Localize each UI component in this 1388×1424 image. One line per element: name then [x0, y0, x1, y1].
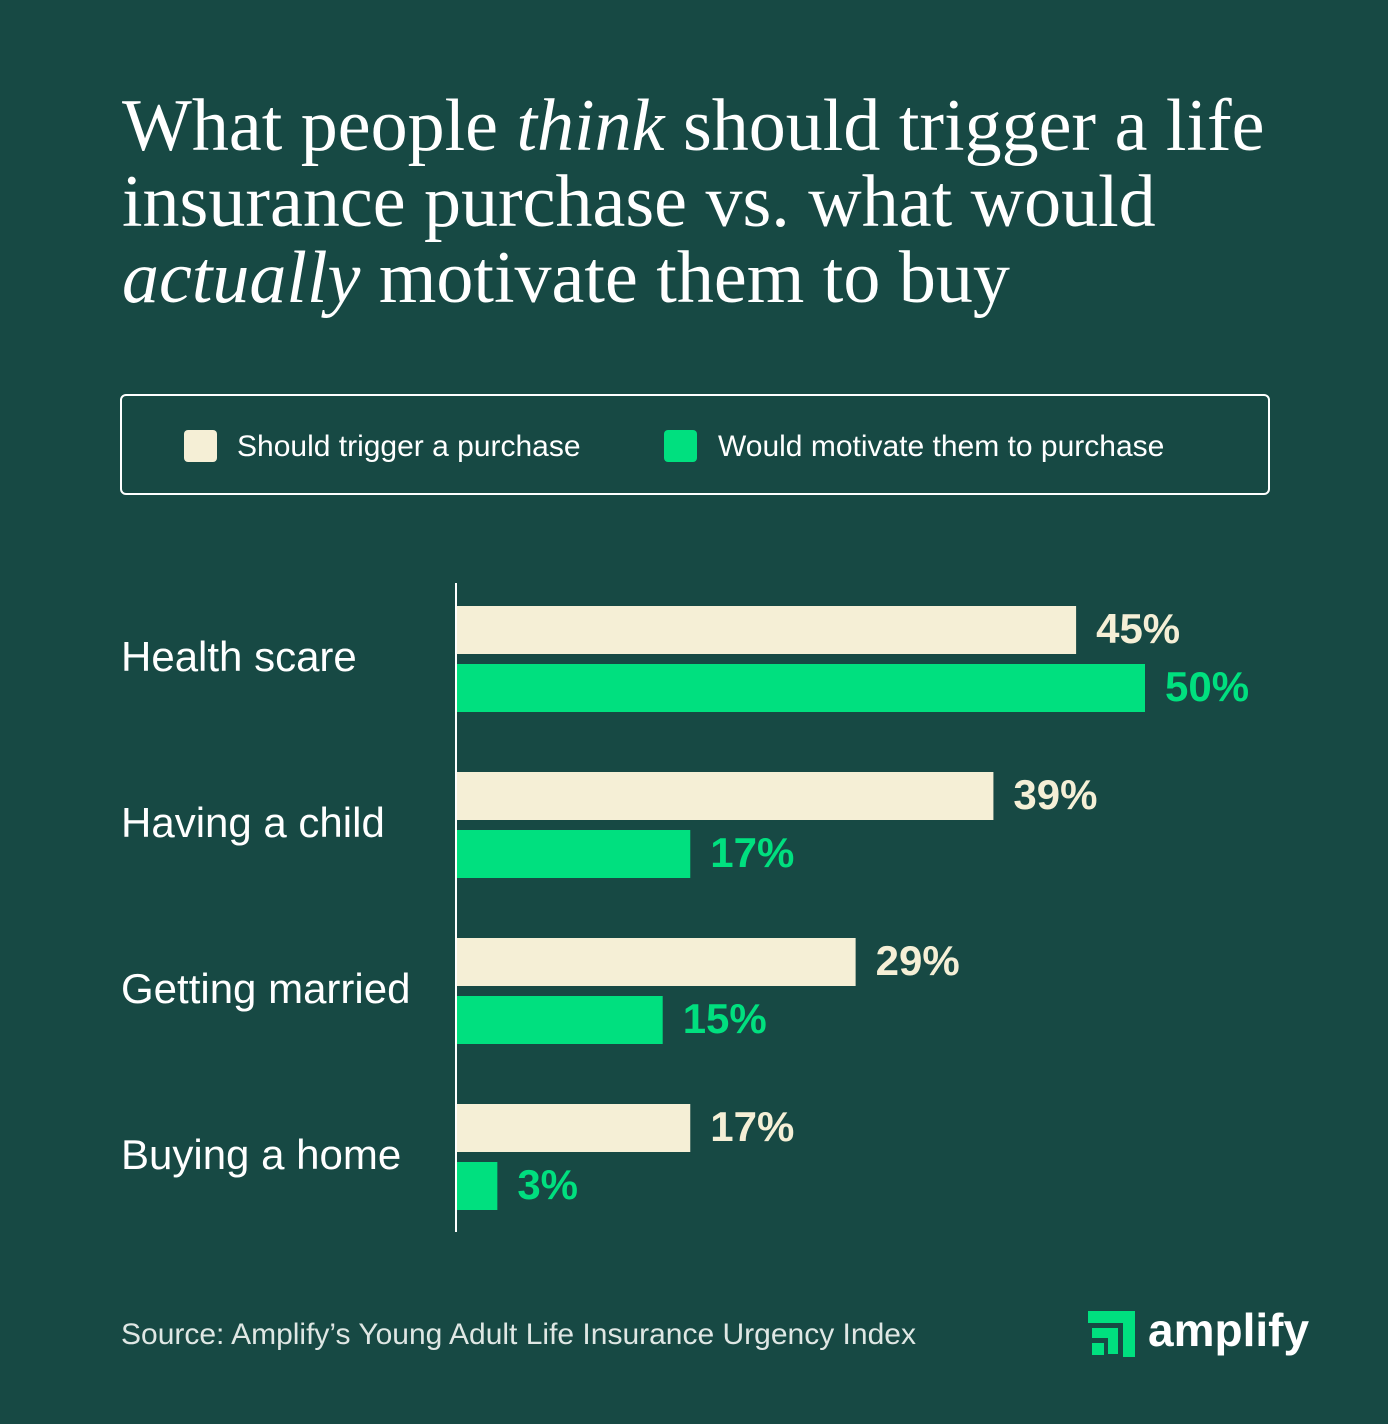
logo-text: amplify	[1148, 1304, 1309, 1356]
source: Source: Amplify’s Young Adult Life Insur…	[121, 1318, 916, 1351]
legend-label: Should trigger a purchase	[237, 430, 581, 463]
legend-swatch	[184, 430, 217, 462]
value-label: 29%	[876, 937, 960, 984]
value-label: 15%	[683, 995, 767, 1042]
bar	[456, 772, 994, 820]
title-part: think	[516, 85, 665, 167]
category-label: Getting married	[121, 965, 410, 1012]
title-part: actually	[122, 237, 361, 319]
title-part: motivate them to buy	[360, 237, 1010, 319]
value-label: 50%	[1165, 663, 1249, 710]
bar	[456, 996, 663, 1044]
bar	[456, 830, 691, 878]
value-label: 3%	[517, 1161, 578, 1208]
value-label: 39%	[1013, 771, 1097, 818]
bar	[456, 1104, 691, 1152]
legend-label: Would motivate them to purchase	[718, 430, 1164, 463]
value-label: 17%	[710, 829, 794, 876]
bar	[456, 606, 1077, 654]
chart-title: What people think should trigger a life …	[122, 88, 1302, 316]
category-label: Health scare	[121, 633, 357, 680]
bar	[456, 664, 1145, 712]
category-label: Having a child	[121, 799, 385, 846]
bar	[456, 938, 856, 986]
legend-swatch	[664, 430, 697, 462]
title-part: should trigger a life insurance purchase…	[122, 85, 1265, 243]
title-part: What people	[122, 85, 517, 167]
legend-box	[120, 394, 1270, 495]
category-label: Buying a home	[121, 1131, 401, 1178]
logo-icon	[1088, 1311, 1135, 1357]
value-label: 45%	[1096, 605, 1180, 652]
value-label: 17%	[710, 1103, 794, 1150]
bar	[456, 1162, 498, 1210]
